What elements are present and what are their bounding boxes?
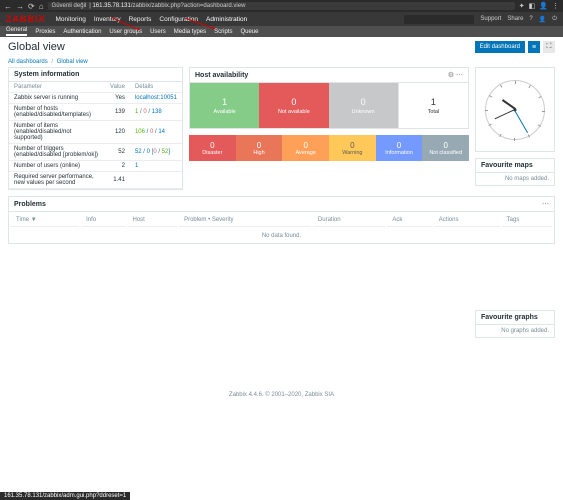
ext-icon[interactable]: ✦ bbox=[519, 2, 525, 10]
fav-maps-empty: No maps added. bbox=[476, 173, 554, 185]
browser-chrome: ← → ⟳ ⌂ Güvenli değil | 161.35.78.131 /z… bbox=[0, 0, 563, 12]
header-actions: Edit dashboard ≡ ⛶ bbox=[475, 41, 555, 53]
logo[interactable]: ZABBIX bbox=[6, 14, 46, 24]
share-link[interactable]: Share bbox=[507, 16, 523, 22]
page-header: Global view Edit dashboard ≡ ⛶ bbox=[0, 37, 563, 57]
main-content: System information ParameterValueDetails… bbox=[0, 67, 563, 196]
fullscreen-button[interactable]: ⛶ bbox=[543, 41, 555, 53]
table-header[interactable]: Ack bbox=[387, 214, 431, 227]
table-row: Number of users (online)21 bbox=[9, 161, 182, 172]
table-header[interactable]: Duration bbox=[313, 214, 385, 227]
table-header: Value bbox=[105, 82, 130, 93]
help-icon[interactable]: ? bbox=[529, 16, 532, 22]
url-bar[interactable]: Güvenli değil | 161.35.78.131 /zabbix/za… bbox=[48, 2, 515, 10]
subnav-item[interactable]: Queue bbox=[240, 29, 258, 35]
hostavail-cell: 0Unknown bbox=[329, 83, 398, 128]
table-header[interactable]: Problem • Severity bbox=[179, 214, 311, 227]
breadcrumb-item[interactable]: All dashboards bbox=[8, 59, 48, 65]
table-row: Number of items (enabled/disabled/not su… bbox=[9, 121, 182, 144]
widget-menu-icon[interactable]: ⚙ ⋯ bbox=[448, 71, 463, 79]
insecure-label: Güvenli değil bbox=[52, 3, 87, 9]
subnav-item[interactable]: Proxies bbox=[35, 29, 55, 35]
favourite-graphs-widget: Favourite graphs No graphs added. bbox=[475, 310, 555, 338]
problems-table: Time ▼InfoHostProblem • SeverityDuration… bbox=[9, 212, 554, 229]
table-row: Number of triggers (enabled/disabled [pr… bbox=[9, 144, 182, 161]
status-bar: 161.35.78.131/zabbix/adm.gui.php?ddreset… bbox=[0, 492, 130, 500]
table-header[interactable]: Actions bbox=[434, 214, 500, 227]
subnav-item[interactable]: Users bbox=[150, 29, 166, 35]
favourite-maps-widget: Favourite maps No maps added. bbox=[475, 158, 555, 186]
host-availability-row: 1Available0Not available0Unknown1Total bbox=[190, 83, 468, 128]
problems-widget: Problems ⋯ Time ▼InfoHostProblem • Sever… bbox=[8, 196, 555, 244]
widget-menu-icon[interactable]: ⋯ bbox=[542, 200, 549, 208]
table-row: Zabbix server is runningYeslocalhost:100… bbox=[9, 93, 182, 104]
footer: Zabbix 4.4.6. © 2001–2020, Zabbix SIA bbox=[0, 384, 563, 406]
hostavail-cell: 1Total bbox=[398, 83, 468, 128]
ext-icon-2[interactable]: ◧ bbox=[529, 2, 536, 10]
severity-cell: 0Not classified bbox=[422, 135, 469, 161]
sub-nav: GeneralProxiesAuthenticationUser groupsU… bbox=[0, 26, 563, 37]
url-path: /zabbix/zabbix.php?action=dashboard.view bbox=[131, 3, 246, 9]
topnav-item[interactable]: Reports bbox=[129, 16, 152, 23]
system-info-widget: System information ParameterValueDetails… bbox=[8, 67, 183, 190]
host-availability-widget: Host availability ⚙ ⋯ 1Available0Not ava… bbox=[189, 67, 469, 129]
severity-cell: 0Warning bbox=[329, 135, 376, 161]
widget-title: Favourite graphs bbox=[481, 314, 538, 321]
table-row: Required server performance, new values … bbox=[9, 172, 182, 189]
menu-icon[interactable]: ⋮ bbox=[552, 2, 559, 10]
table-header[interactable]: Host bbox=[128, 214, 178, 227]
user-icon[interactable]: 👤 bbox=[539, 16, 546, 23]
support-link[interactable]: Support bbox=[480, 16, 501, 22]
widget-title: Problems bbox=[14, 201, 46, 208]
url-ip: 161.35.78.131 bbox=[92, 3, 130, 9]
back-icon[interactable]: ← bbox=[4, 2, 12, 11]
search-input[interactable] bbox=[404, 15, 474, 24]
table-row: Number of hosts (enabled/disabled/templa… bbox=[9, 104, 182, 121]
topnav-item[interactable]: Administration bbox=[206, 16, 247, 23]
severity-cell: 0Disaster bbox=[189, 135, 236, 161]
profile-icon[interactable]: 👤 bbox=[539, 2, 548, 10]
breadcrumb-item[interactable]: Global view bbox=[57, 59, 88, 65]
browser-right: ✦ ◧ 👤 ⋮ bbox=[519, 2, 559, 10]
topnav-item[interactable]: Monitoring bbox=[56, 16, 86, 23]
clock-face bbox=[485, 80, 545, 140]
hostavail-cell: 1Available bbox=[190, 83, 259, 128]
clock-widget bbox=[475, 67, 555, 152]
page-title: Global view bbox=[8, 41, 65, 53]
top-nav: ZABBIX MonitoringInventoryReportsConfigu… bbox=[0, 12, 563, 26]
widget-title: Favourite maps bbox=[481, 162, 533, 169]
subnav-item[interactable]: Media types bbox=[174, 29, 206, 35]
subnav-item[interactable]: General bbox=[6, 27, 27, 36]
problems-no-data: No data found. bbox=[9, 229, 554, 243]
home-icon[interactable]: ⌂ bbox=[39, 2, 44, 11]
topnav-items: MonitoringInventoryReportsConfigurationA… bbox=[56, 16, 248, 23]
fav-graphs-empty: No graphs added. bbox=[476, 325, 554, 337]
logout-icon[interactable]: ⏻ bbox=[552, 16, 557, 23]
breadcrumb: All dashboards / Global view bbox=[0, 57, 563, 67]
view-mode-button[interactable]: ≡ bbox=[528, 41, 540, 53]
table-header[interactable]: Tags bbox=[502, 214, 552, 227]
forward-icon[interactable]: → bbox=[16, 2, 24, 11]
hostavail-cell: 0Not available bbox=[259, 83, 328, 128]
widget-title: Host availability bbox=[195, 72, 248, 79]
table-header[interactable]: Info bbox=[81, 214, 125, 227]
widget-title: System information bbox=[14, 71, 79, 78]
system-info-table: ParameterValueDetails Zabbix server is r… bbox=[9, 82, 182, 189]
subnav-item[interactable]: Authentication bbox=[63, 29, 101, 35]
table-header[interactable]: Time ▼ bbox=[11, 214, 79, 227]
severity-cell: 0High bbox=[236, 135, 283, 161]
severity-row: 0Disaster0High0Average0Warning0Informati… bbox=[189, 135, 469, 161]
edit-dashboard-button[interactable]: Edit dashboard bbox=[475, 41, 525, 53]
severity-cell: 0Information bbox=[376, 135, 423, 161]
topnav-right: Support Share ? 👤 ⏻ bbox=[404, 15, 557, 24]
reload-icon[interactable]: ⟳ bbox=[28, 2, 35, 11]
table-header: Details bbox=[130, 82, 182, 93]
table-header: Parameter bbox=[9, 82, 105, 93]
severity-cell: 0Average bbox=[282, 135, 329, 161]
